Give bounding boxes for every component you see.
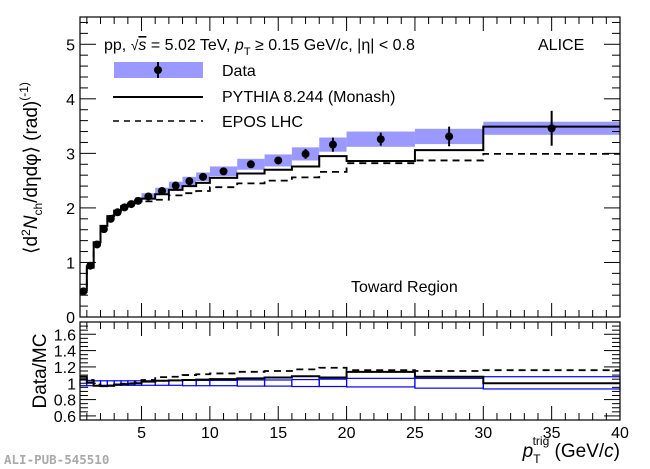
x-tick-label: 20: [338, 425, 356, 442]
ratio-y-tick-label: 1.4: [54, 344, 76, 361]
data-point: [99, 225, 108, 234]
pythia-step-line: [80, 125, 620, 292]
data-point: [120, 203, 129, 212]
data-point: [445, 132, 454, 141]
y-tick-label: 2: [66, 201, 75, 218]
ratio-y-tick-label: 0.8: [54, 393, 76, 410]
x-tick-label: 5: [137, 425, 146, 442]
legend-label-pythia: PYTHIA 8.244 (Monash): [222, 89, 395, 106]
main-panel: 0 1 2 3 4 5: [66, 16, 621, 327]
ratio-pythia-step-line: [80, 370, 620, 388]
data-point: [144, 192, 153, 201]
data-point: [185, 177, 194, 186]
ratio-y-tick-label: 0.6: [54, 409, 76, 426]
y-tick-label: 3: [66, 146, 75, 163]
data-point: [134, 196, 143, 205]
data-point: [93, 240, 102, 249]
ratio-sys-box: [99, 380, 108, 386]
data-point: [79, 287, 88, 296]
x-tick-label: 35: [543, 425, 561, 442]
ratio-sys-box: [414, 377, 484, 389]
ratio-sys-box: [345, 377, 416, 388]
epos-step-line: [80, 153, 620, 293]
legend: Data PYTHIA 8.244 (Monash) EPOS LHC: [113, 62, 395, 131]
x-tick-label: 25: [406, 425, 424, 442]
data-point: [274, 156, 283, 165]
data-point: [106, 214, 115, 223]
legend-label-data: Data: [222, 63, 256, 80]
watermark: ALI-PUB-545510: [4, 452, 109, 467]
ratio-sys-box: [291, 378, 320, 388]
ratio-sys-box: [209, 379, 238, 387]
y-axis-title-ratio: Data/MC: [30, 334, 51, 409]
data-point: [246, 160, 255, 169]
y-tick-label: 4: [66, 92, 75, 109]
ratio-sys-box: [106, 380, 115, 386]
legend-label-epos: EPOS LHC: [222, 114, 303, 131]
x-tick-label: 15: [269, 425, 287, 442]
data-point: [301, 149, 310, 158]
y-tick-label: 1: [66, 255, 75, 272]
ratio-sys-box: [318, 378, 348, 388]
ratio-sys-box: [236, 379, 266, 387]
ratio-y-tick-label: 1.6: [54, 327, 76, 344]
y-tick-label: 5: [66, 37, 75, 54]
ratio-sys-box: [181, 379, 197, 387]
legend-data-marker: [154, 66, 162, 74]
data-point: [547, 124, 556, 133]
data-point: [113, 208, 122, 217]
ratio-sys-box: [263, 379, 293, 387]
main-frame: [79, 16, 621, 318]
x-tick-label: 40: [611, 425, 629, 442]
x-tick-label: 10: [201, 425, 219, 442]
x-axis-title: pTtrig (GeV/c): [522, 434, 620, 466]
region-label: Toward Region: [351, 279, 458, 296]
data-point: [127, 200, 136, 209]
ratio-y-tick-label: 1.2: [54, 360, 76, 377]
data-point: [328, 140, 337, 149]
ratio-epos-step-line: [80, 366, 620, 388]
data-point: [199, 172, 208, 181]
data-point: [158, 187, 167, 195]
data-point: [86, 261, 95, 270]
x-tick-label: 30: [474, 425, 492, 442]
data-point: [219, 167, 228, 176]
experiment-label: ALICE: [538, 37, 584, 54]
ratio-y-tick-label: 1: [67, 376, 76, 393]
data-point: [171, 181, 180, 190]
data-point: [376, 135, 385, 144]
ratio-panel: 0.60.811.21.41.6 5 10 15 20 25 30 35 40: [54, 321, 629, 442]
annotation-text: pp, √s = 5.02 TeV, pT ≥ 0.15 GeV/c, |η| …: [104, 37, 415, 58]
y-axis-title-main: ⟨d2Nch/dηdφ⟩ (rad)(-1): [17, 82, 45, 254]
y-tick-label: 0: [66, 310, 75, 327]
ratio-sys-box: [195, 379, 211, 387]
